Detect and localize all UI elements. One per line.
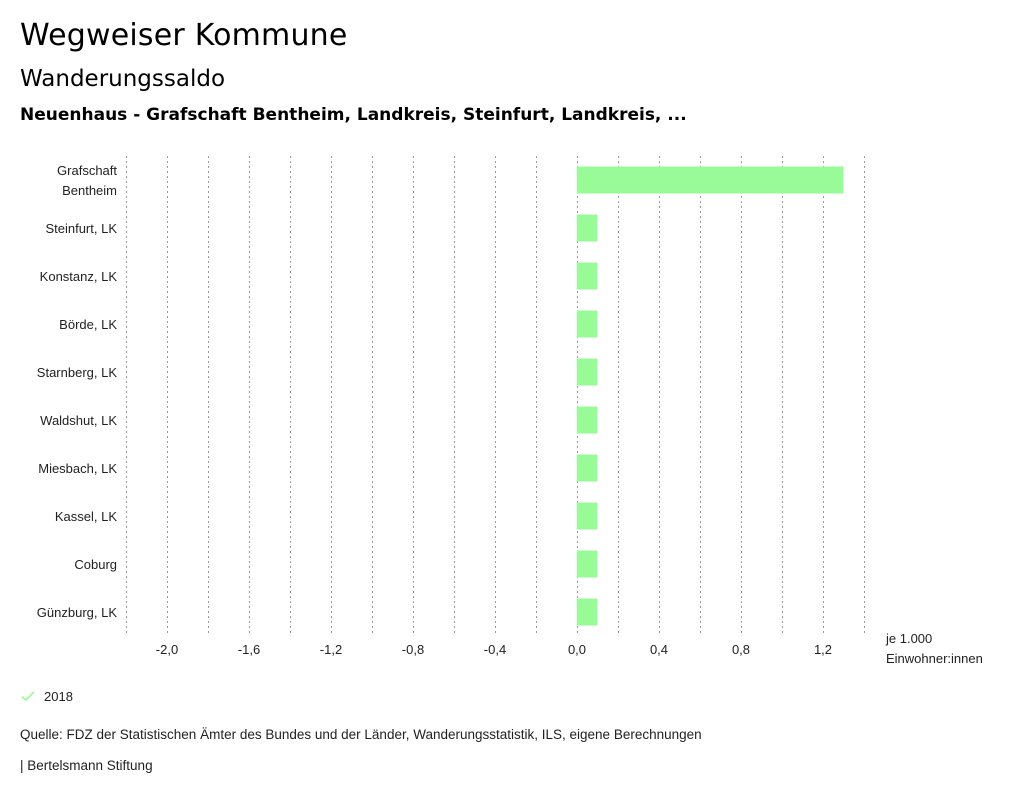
bar <box>577 310 598 338</box>
bar <box>577 166 844 194</box>
unit-label-line-2: Einwohner:innen <box>886 651 983 666</box>
category-label: Grafschaft <box>57 163 117 178</box>
category-label: Bentheim <box>62 183 117 198</box>
category-label: Börde, LK <box>59 317 117 332</box>
category-label: Steinfurt, LK <box>45 221 117 236</box>
bar-chart: -2,0 -1,6 -1,2 -0,8 -0,4 0,0 0,4 0,8 1,2 Grafscha… <box>37 156 865 657</box>
check-icon <box>21 691 35 702</box>
bar <box>577 262 598 290</box>
category-label: Kassel, LK <box>55 509 117 524</box>
x-tick-label: 1,2 <box>814 642 832 657</box>
unit-label-line-1: je 1.000 <box>886 631 933 646</box>
x-tick-label: -2,0 <box>156 642 178 657</box>
bar <box>577 454 598 482</box>
category-label: Konstanz, LK <box>40 269 118 284</box>
x-tick-label: -0,8 <box>402 642 424 657</box>
chart-subtitle: Wanderungssaldo <box>20 66 226 92</box>
bar <box>577 502 598 530</box>
unit-label: je 1.000 Einwohner:innen <box>886 629 983 669</box>
bar <box>577 358 598 386</box>
region-list: Neuenhaus - Grafschaft Bentheim, Landkre… <box>20 105 687 125</box>
credit-note: | Bertelsmann Stiftung <box>20 758 153 773</box>
legend-label: 2018 <box>44 688 73 704</box>
bar <box>577 214 598 242</box>
x-tick-label: -1,6 <box>238 642 260 657</box>
x-tick-label: -0,4 <box>484 642 506 657</box>
bar <box>577 406 598 434</box>
page-title: Wegweiser Kommune <box>20 18 348 53</box>
category-label: Waldshut, LK <box>40 413 117 428</box>
bar <box>577 598 598 626</box>
category-label: Starnberg, LK <box>37 365 118 380</box>
source-note: Quelle: FDZ der Statistischen Ämter des … <box>20 727 702 742</box>
category-label: Miesbach, LK <box>38 461 117 476</box>
x-tick-label: 0,4 <box>650 642 668 657</box>
legend-item-2018[interactable]: 2018 <box>20 688 73 704</box>
x-tick-label: 0,0 <box>568 642 586 657</box>
x-tick-label: -1,2 <box>320 642 342 657</box>
category-label: Coburg <box>74 557 117 572</box>
category-label: Günzburg, LK <box>37 605 118 620</box>
bar <box>577 550 598 578</box>
x-tick-label: 0,8 <box>732 642 750 657</box>
